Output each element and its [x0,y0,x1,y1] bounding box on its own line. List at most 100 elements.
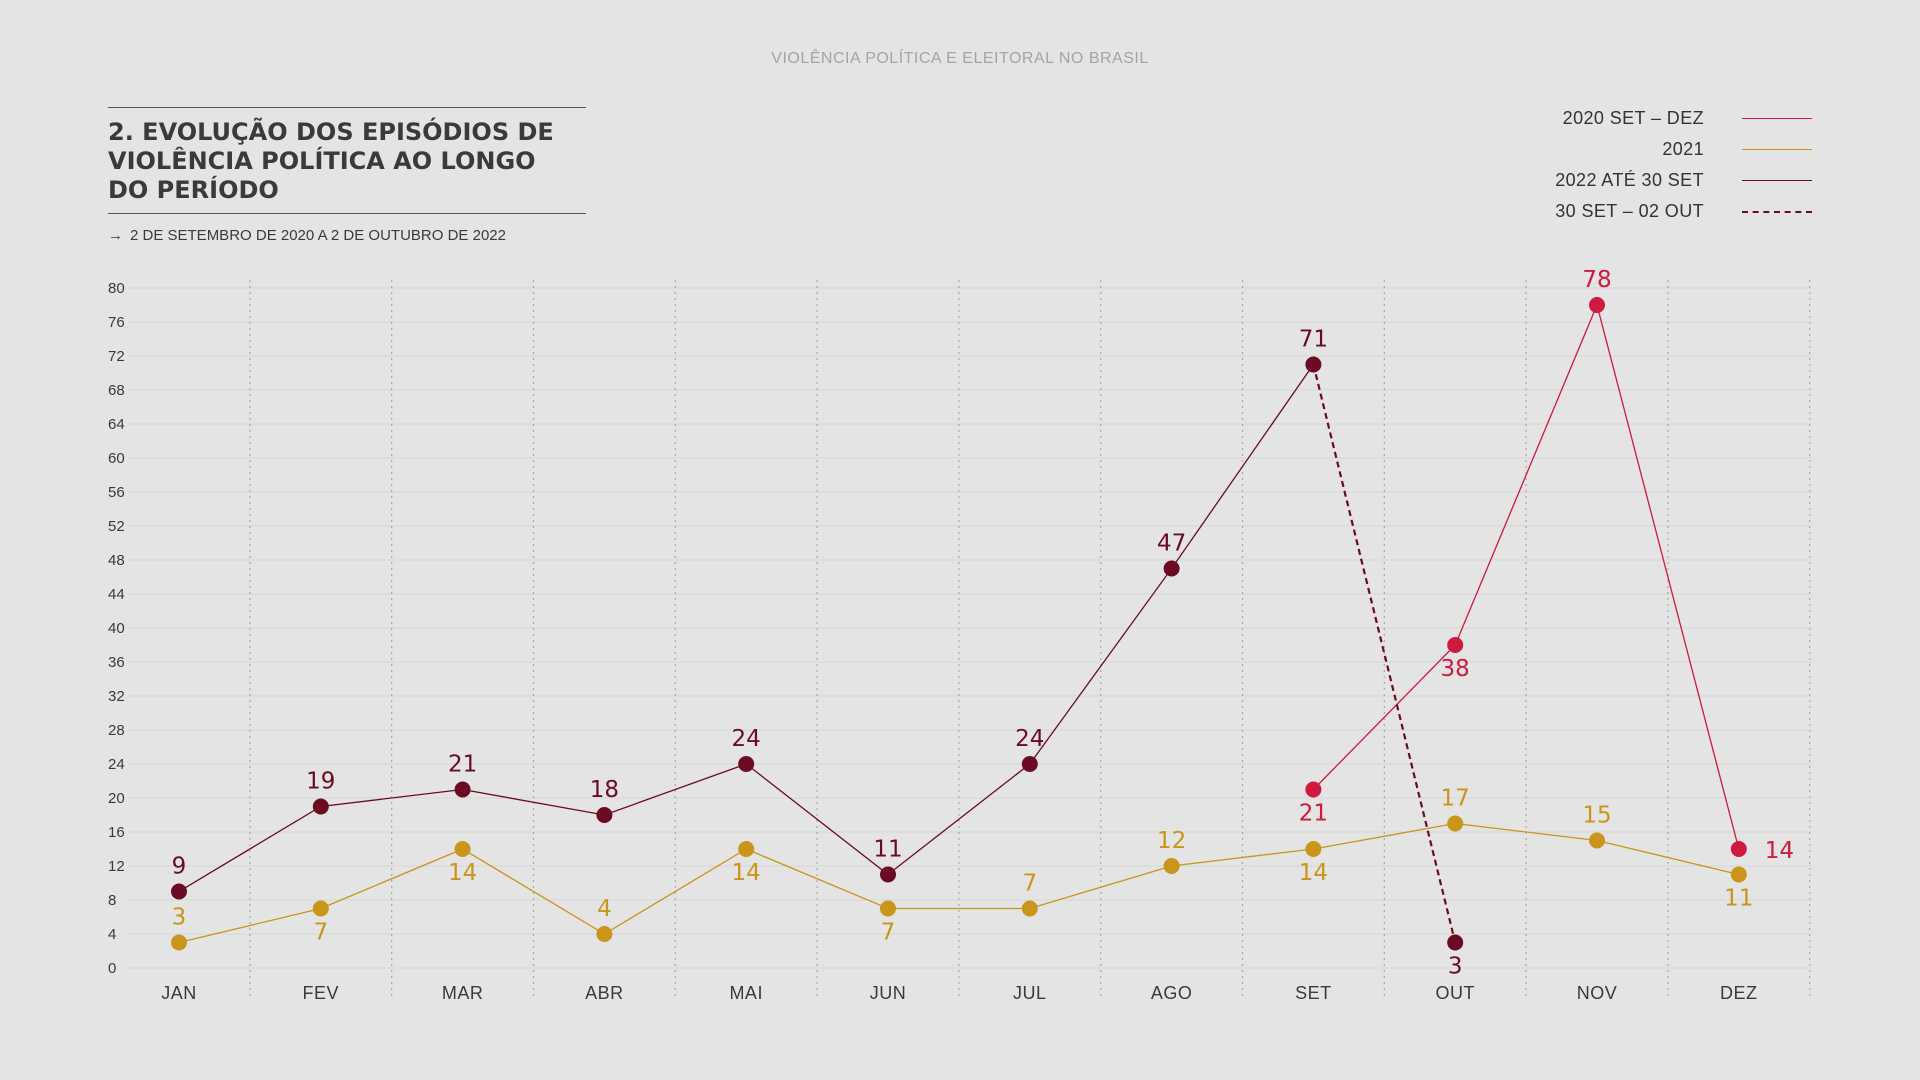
y-tick-label: 52 [108,518,125,535]
data-label: 24 [1015,726,1044,752]
data-point [1021,900,1038,917]
legend-swatch [1742,118,1812,119]
y-tick-label: 60 [108,450,125,467]
x-tick-label: OUT [1435,983,1475,1003]
data-point [1305,356,1322,373]
x-tick-label: MAR [442,983,484,1003]
legend-item: 2020 SET – DEZ [1555,103,1812,134]
data-point [1447,637,1464,653]
legend-label: 2020 SET – DEZ [1562,108,1704,128]
data-label: 14 [448,860,477,886]
legend-item: 2022 ATÉ 30 SET [1555,165,1812,196]
y-tick-label: 56 [108,484,125,501]
chart-subtitle-row: → 2 DE SETEMBRO DE 2020 A 2 DE OUTUBRO DE… [108,227,506,244]
chart-title: 2. EVOLUÇÃO DOS EPISÓDIOS DE VIOLÊNCIA P… [108,118,554,204]
y-tick-label: 12 [108,858,125,875]
data-label: 15 [1582,803,1611,829]
data-label: 21 [1299,801,1328,827]
legend-swatch [1742,149,1812,150]
data-label: 19 [306,769,335,795]
y-tick-label: 40 [108,620,125,637]
data-point [454,841,471,857]
y-tick-label: 36 [108,654,125,671]
data-label: 11 [873,837,902,863]
chart-subtitle: 2 DE SETEMBRO DE 2020 A 2 DE OUTUBRO DE … [130,227,506,244]
y-tick-label: 8 [108,892,116,909]
data-label: 14 [732,860,761,886]
series-line [178,822,1739,944]
data-point [1163,858,1180,874]
y-tick-label: 24 [108,756,125,773]
data-point [596,807,613,823]
data-point [1730,866,1747,883]
data-label: 7 [881,920,896,946]
data-point [312,900,329,917]
data-label: 3 [1448,954,1463,980]
y-tick-label: 48 [108,552,125,569]
data-label: 14 [1299,860,1328,886]
data-label: 71 [1299,327,1328,353]
legend-label: 2022 ATÉ 30 SET [1555,170,1704,190]
data-point [312,798,329,815]
data-point [880,900,896,917]
data-point [1447,934,1464,951]
x-tick-label: JAN [161,983,197,1003]
legend-label: 30 SET – 02 OUT [1555,201,1704,221]
data-label: 12 [1157,828,1186,854]
legend-swatch [1742,210,1812,213]
data-point [596,926,613,942]
data-point [1163,560,1180,577]
data-label: 24 [732,726,761,752]
y-tick-label: 64 [108,416,125,433]
legend-item: 2021 [1555,134,1812,165]
data-point [1305,841,1322,857]
data-label: 21 [448,752,477,778]
x-tick-label: JUL [1013,983,1047,1003]
legend-label: 2021 [1662,139,1704,159]
x-tick-label: AGO [1151,983,1193,1003]
report-header: VIOLÊNCIA POLÍTICA E ELEITORAL NO BRASIL [771,50,1149,67]
chart-title-block: 2. EVOLUÇÃO DOS EPISÓDIOS DE VIOLÊNCIA P… [108,107,586,214]
data-point [1589,832,1605,849]
data-point [738,841,755,857]
series-line [1312,364,1457,943]
legend: 2020 SET – DEZ 2021 2022 ATÉ 30 SET 30 S… [1555,103,1812,227]
data-point [880,866,896,883]
y-tick-label: 32 [108,688,125,705]
y-tick-label: 72 [108,348,125,365]
y-tick-label: 44 [108,586,125,603]
data-label: 11 [1724,886,1753,912]
y-tick-label: 4 [108,926,116,943]
data-label: 7 [313,920,328,946]
data-label: 47 [1157,531,1186,557]
data-point [1730,841,1747,857]
data-label: 38 [1441,656,1470,682]
data-label: 9 [172,854,187,880]
data-label: 78 [1582,267,1611,293]
data-point [171,934,187,951]
data-label: 4 [597,896,612,922]
x-tick-label: ABR [585,983,624,1003]
x-tick-label: SET [1295,983,1332,1003]
legend-item: 30 SET – 02 OUT [1555,196,1812,227]
arrow-right-icon: → [108,227,123,244]
data-label: 14 [1765,838,1794,864]
y-tick-label: 80 [108,280,125,297]
data-label: 18 [590,777,619,803]
y-tick-label: 76 [108,314,125,331]
data-point [1447,815,1464,832]
x-tick-label: MAI [729,983,763,1003]
series-line [1312,302,1740,850]
x-tick-label: NOV [1577,983,1618,1003]
data-label: 7 [1022,871,1037,897]
x-tick-label: JUN [870,983,907,1003]
data-point [738,756,755,772]
data-point [1305,781,1322,798]
data-point [1589,297,1605,313]
y-tick-label: 0 [108,960,116,977]
data-point [171,883,187,900]
data-label: 17 [1441,786,1470,812]
y-tick-label: 28 [108,722,125,739]
x-tick-label: FEV [303,983,340,1003]
y-tick-label: 16 [108,824,125,841]
